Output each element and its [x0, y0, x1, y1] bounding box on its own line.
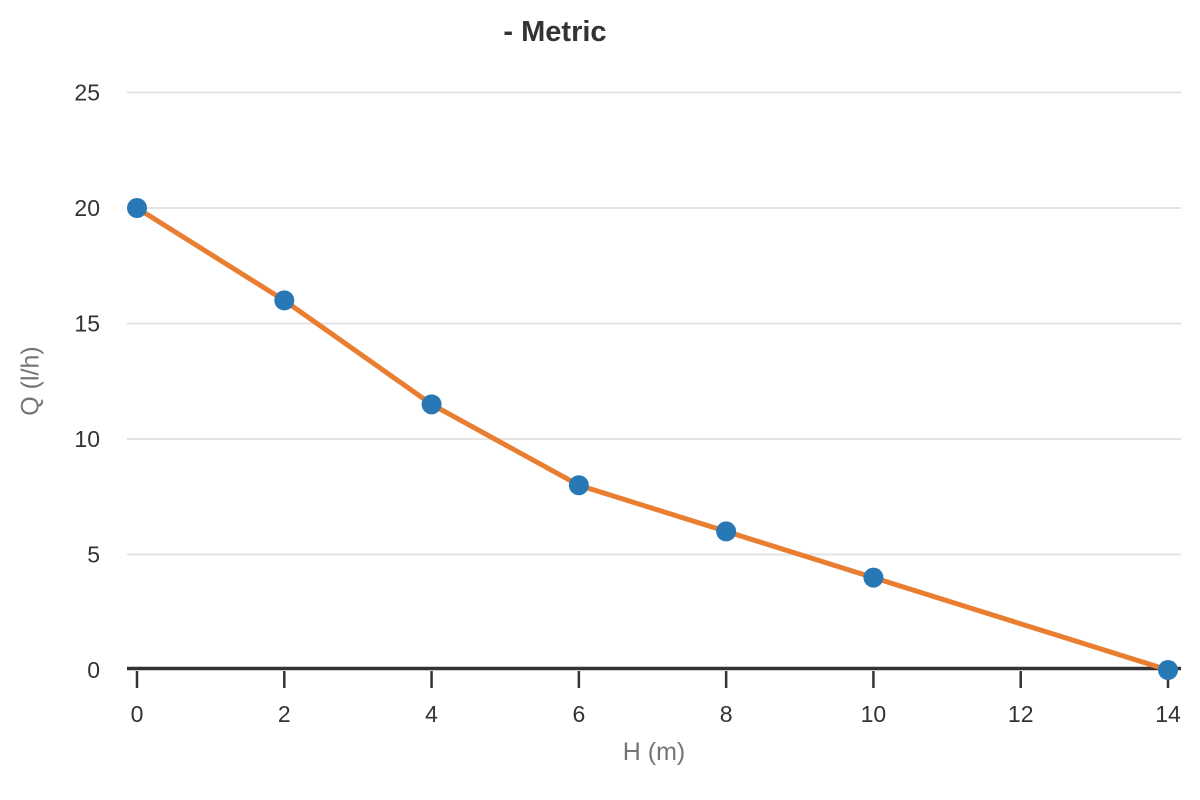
y-tick-label: 10 — [74, 426, 100, 452]
y-tick-label: 5 — [87, 542, 100, 568]
data-point — [274, 290, 295, 311]
x-tick-label: 10 — [861, 701, 887, 727]
x-tick-label: 6 — [572, 701, 585, 727]
y-tick-label: 15 — [74, 311, 100, 337]
x-tick-label: 8 — [720, 701, 733, 727]
data-point — [421, 394, 442, 415]
x-tick-label: 12 — [1008, 701, 1034, 727]
chart-title: - Metric — [503, 16, 607, 48]
data-point — [568, 475, 589, 496]
x-tick-label: 0 — [131, 701, 144, 727]
data-point — [863, 567, 884, 588]
data-point — [127, 198, 147, 218]
x-axis-title: H (m) — [622, 738, 686, 766]
data-point — [716, 521, 737, 542]
x-tick-label: 4 — [425, 701, 438, 727]
x-tick-label: 14 — [1155, 701, 1181, 727]
y-axis-title: Q (l/h) — [16, 346, 45, 416]
y-tick-label: 20 — [74, 195, 100, 221]
data-point — [1158, 660, 1178, 680]
y-tick-label: 0 — [87, 657, 100, 683]
x-tick-label: 2 — [278, 701, 291, 727]
y-tick-label: 25 — [74, 80, 100, 106]
